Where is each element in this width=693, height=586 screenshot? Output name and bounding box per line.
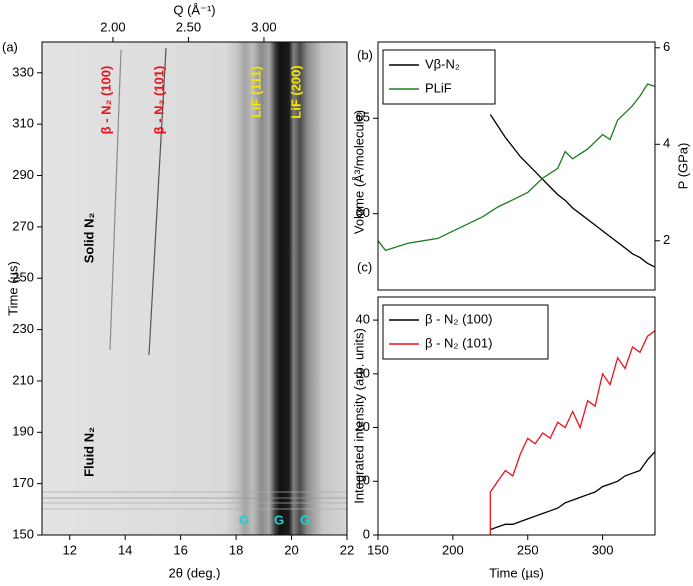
annotation: β - N₂ (101) bbox=[151, 66, 166, 135]
y-tick-label: 250 bbox=[12, 270, 34, 285]
y-tick-label: 210 bbox=[12, 372, 34, 387]
annotation: LiF (200) bbox=[288, 65, 303, 118]
x-tick-label: 14 bbox=[118, 542, 132, 557]
annotation: Solid N₂ bbox=[81, 213, 96, 264]
annotation: LiF (111) bbox=[248, 66, 263, 118]
image-features bbox=[42, 47, 347, 510]
y-tick-label: 60 bbox=[356, 205, 370, 220]
y-tick-label: 10 bbox=[356, 473, 370, 488]
y-axis-label: Time (µs) bbox=[5, 261, 20, 316]
plot-frame bbox=[377, 296, 656, 536]
x-axis-label: Time (µs) bbox=[489, 565, 544, 580]
y2-tick-label: 6 bbox=[663, 39, 670, 54]
x-tick-label: 300 bbox=[592, 542, 614, 557]
y-tick-label: 30 bbox=[356, 365, 370, 380]
panel-label: (a) bbox=[2, 39, 18, 54]
legend-label: β - N₂ (101) bbox=[425, 335, 492, 350]
x2-tick-label: 2.50 bbox=[176, 19, 201, 34]
y-tick-label: 40 bbox=[356, 312, 370, 327]
series-line bbox=[490, 451, 656, 531]
y-tick-label: 270 bbox=[12, 218, 34, 233]
y-tick-label: 190 bbox=[12, 424, 34, 439]
annotation: Fluid N₂ bbox=[81, 427, 96, 477]
y-tick-label: 0 bbox=[363, 526, 370, 541]
y-tick-label: 20 bbox=[356, 419, 370, 434]
x-tick-label: 12 bbox=[62, 542, 76, 557]
plot-frame bbox=[41, 41, 348, 536]
annotation: G bbox=[239, 512, 249, 527]
y2-tick-label: 4 bbox=[663, 136, 670, 151]
panel-label: (b) bbox=[357, 47, 373, 62]
diffraction-image bbox=[42, 42, 347, 535]
y-tick-label: 150 bbox=[12, 526, 34, 541]
legend-label: β - N₂ (100) bbox=[425, 311, 492, 326]
x-tick-label: 18 bbox=[229, 542, 243, 557]
series-line bbox=[489, 114, 656, 268]
y-tick-label: 330 bbox=[12, 64, 34, 79]
y-tick-label: 170 bbox=[12, 475, 34, 490]
y-tick-label: 290 bbox=[12, 167, 34, 182]
x-tick-label: 20 bbox=[284, 542, 298, 557]
y-tick-label: 310 bbox=[12, 116, 34, 131]
x-tick-label: 150 bbox=[367, 542, 389, 557]
annotation: G bbox=[274, 512, 284, 527]
x2-axis-label: Q (Å⁻¹) bbox=[173, 2, 215, 17]
x2-tick-label: 3.00 bbox=[251, 19, 276, 34]
legend-box bbox=[382, 304, 549, 360]
panel-label: (c) bbox=[357, 259, 372, 274]
legend-label: Vβ-N₂ bbox=[425, 56, 460, 71]
series-line bbox=[377, 83, 656, 252]
x-tick-label: 200 bbox=[442, 542, 464, 557]
y2-axis-label: P (GPa) bbox=[675, 143, 690, 190]
plot-frame bbox=[377, 41, 656, 291]
x-tick-label: 250 bbox=[517, 542, 539, 557]
x2-tick-label: 2.00 bbox=[100, 19, 125, 34]
y2-tick-label: 2 bbox=[663, 232, 670, 247]
legend-label: PLiF bbox=[425, 80, 452, 95]
x-tick-label: 16 bbox=[173, 542, 187, 557]
series-line bbox=[489, 330, 656, 535]
annotation: G bbox=[300, 512, 310, 527]
annotation: β - N₂ (100) bbox=[98, 66, 113, 135]
y-tick-label: 230 bbox=[12, 321, 34, 336]
x-axis-label: 2θ (deg.) bbox=[168, 565, 220, 580]
y-tick-label: 65 bbox=[356, 110, 370, 125]
y-axis-label: Integrated intensity (arb. units) bbox=[351, 328, 366, 504]
legend-box bbox=[382, 49, 496, 105]
y-axis-label: Volume (Å³/molecule) bbox=[351, 110, 366, 234]
x-tick-label: 22 bbox=[340, 542, 354, 557]
